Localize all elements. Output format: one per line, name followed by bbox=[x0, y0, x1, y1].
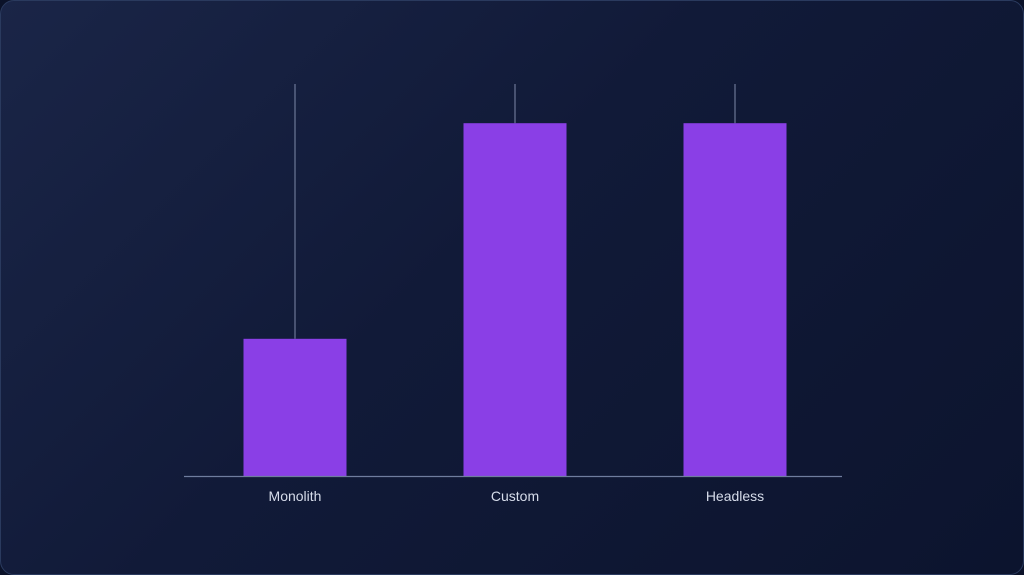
x-tick-label-monolith: Monolith bbox=[269, 488, 322, 504]
x-tick-label-custom: Custom bbox=[491, 488, 539, 504]
x-tick-labels: Monolith Custom Headless bbox=[269, 488, 765, 504]
x-tick-label-headless: Headless bbox=[706, 488, 764, 504]
bar-layer bbox=[243, 123, 787, 476]
whisker-layer bbox=[294, 84, 736, 339]
bar-custom bbox=[463, 123, 567, 476]
bar-headless bbox=[683, 123, 787, 476]
bar-monolith bbox=[243, 338, 347, 476]
